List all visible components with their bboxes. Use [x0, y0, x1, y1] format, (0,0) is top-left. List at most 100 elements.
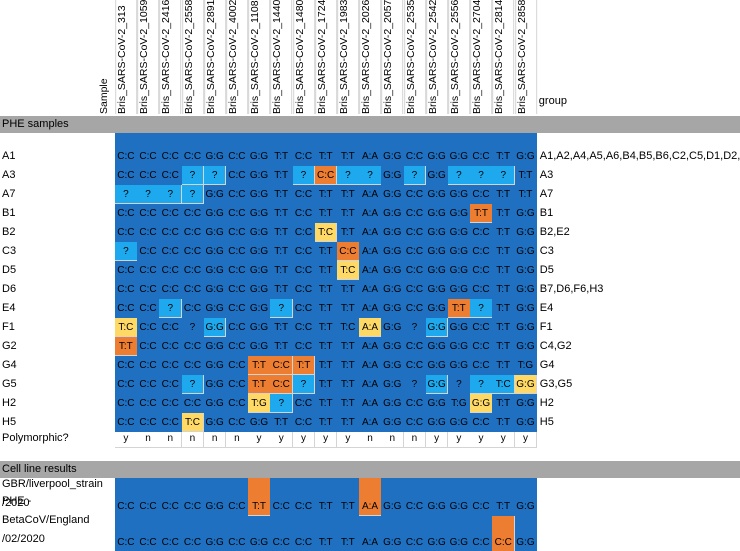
genotype-cell: G:G — [425, 204, 449, 223]
genotype-cell: G:G — [448, 413, 471, 432]
genotype-cell: G:G — [248, 413, 271, 432]
genotype-cell: G:G — [425, 280, 449, 299]
sample-label: H5 — [2, 416, 17, 428]
sample-label: H2 — [2, 397, 17, 409]
genotype-cell: T:T — [314, 242, 338, 261]
genotype-cell: T:T — [314, 133, 338, 166]
genotype-cell: C:C — [181, 516, 205, 551]
genotype-cell: C:C — [403, 394, 427, 413]
genotype-cell: C:C — [226, 356, 249, 375]
header-site: Bris_SARS-CoV-2_14408 — [270, 0, 293, 114]
genotype-cell: y — [492, 432, 516, 448]
genotype-cell: C:C — [159, 204, 183, 223]
genotype-cell: C:C — [403, 223, 427, 242]
genotype-cell: T:T — [314, 280, 338, 299]
genotype-cell: ? — [159, 185, 183, 204]
genotype-cell: T:T — [270, 337, 294, 356]
genotype-cell: G:G — [514, 204, 538, 223]
section-title: Cell line results — [0, 461, 740, 478]
genotype-cell: n — [159, 432, 183, 448]
genotype-cell: G:G — [514, 242, 538, 261]
header-site: Bris_SARS-CoV-2_27046 — [470, 0, 493, 114]
genotype-cell: T:T — [314, 394, 338, 413]
genotype-cell: C:C — [403, 204, 427, 223]
genotype-cell: C:C — [115, 356, 138, 375]
genotype-cell: G:G — [248, 516, 271, 551]
genotype-cell: G:G — [203, 413, 227, 432]
genotype-cell: T:T — [270, 242, 294, 261]
genotype-cell: C:C — [137, 166, 160, 185]
genotype-cell: C:C — [292, 318, 316, 337]
genotype-cell: G:G — [425, 261, 449, 280]
genotype-cell: G:G — [381, 204, 405, 223]
genotype-cell: T:T — [314, 204, 338, 223]
genotype-cell: C:C — [181, 478, 205, 516]
genotype-cell: C:C — [292, 242, 316, 261]
genotype-cell: C:C — [470, 185, 493, 204]
genotype-cell: C:C — [137, 337, 160, 356]
genotype-cell: G:G — [470, 394, 493, 413]
genotype-cell: C:C — [159, 242, 183, 261]
genotype-cell: G:G — [425, 318, 449, 337]
genotype-cell: T:T — [492, 223, 516, 242]
sample-label: Polymorphic? — [2, 432, 69, 444]
genotype-cell: T:C — [115, 318, 138, 337]
genotype-cell: ? — [359, 166, 382, 185]
group-label: C4,G2 — [539, 340, 572, 352]
genotype-cell: C:C — [403, 478, 427, 516]
genotype-cell: A:A — [359, 204, 382, 223]
genotype-cell: G:G — [425, 242, 449, 261]
group-label: G4 — [539, 359, 555, 371]
genotype-cell: C:C — [226, 261, 249, 280]
genotype-cell: C:C — [270, 478, 294, 516]
genotype-cell: T:T — [492, 185, 516, 204]
genotype-cell: n — [226, 432, 249, 448]
genotype-cell: T:T — [337, 413, 360, 432]
genotype-cell: C:C — [181, 337, 205, 356]
group-label: D5 — [539, 264, 554, 276]
genotype-cell: G:G — [514, 261, 538, 280]
genotype-cell: T:T — [448, 299, 471, 318]
genotype-cell: C:C — [403, 516, 427, 551]
genotype-cell: G:G — [381, 394, 405, 413]
genotype-cell: T:T — [270, 204, 294, 223]
genotype-cell: n — [203, 432, 227, 448]
genotype-cell: C:C — [403, 185, 427, 204]
genotype-cell: C:C — [159, 223, 183, 242]
genotype-cell: ? — [403, 166, 427, 185]
header-site: Bris_SARS-CoV-2_28144 — [492, 0, 515, 114]
genotype-cell: G:G — [425, 337, 449, 356]
genotype-cell: C:C — [226, 133, 249, 166]
sample-label: D6 — [2, 283, 17, 295]
genotype-cell: n — [181, 432, 205, 448]
genotype-cell: T:T — [248, 375, 271, 394]
genotype-cell: T:T — [270, 318, 294, 337]
genotype-cell: C:C — [403, 280, 427, 299]
genotype-cell: C:C — [137, 394, 160, 413]
genotype-cell: G:G — [448, 318, 471, 337]
header-site: Bris_SARS-CoV-2_11083 — [248, 0, 271, 114]
genotype-cell: G:G — [448, 280, 471, 299]
genotype-cell: G:G — [248, 242, 271, 261]
genotype-cell: G:G — [381, 166, 405, 185]
sample-label: D5 — [2, 264, 17, 276]
genotype-cell: ? — [403, 375, 427, 394]
genotype-cell: G:G — [248, 223, 271, 242]
genotype-cell: C:C — [115, 375, 138, 394]
genotype-cell: C:C — [226, 185, 249, 204]
genotype-cell: C:C — [181, 394, 205, 413]
genotype-cell: n — [403, 432, 427, 448]
genotype-cell: A:A — [359, 299, 382, 318]
sample-label: G4 — [2, 359, 17, 371]
genotype-cell: G:G — [381, 516, 405, 551]
genotype-cell: C:C — [159, 261, 183, 280]
group-label: H2 — [539, 397, 554, 409]
header-site: Bris_SARS-CoV-2_14805 — [292, 0, 315, 114]
genotype-cell: y — [292, 432, 316, 448]
header-site: Bris_SARS-CoV-2_25429 — [425, 0, 448, 114]
genotype-cell: ? — [270, 394, 294, 413]
genotype-cell: T:T — [248, 478, 271, 516]
genotype-cell: C:C — [292, 185, 316, 204]
genotype-cell: G:G — [448, 133, 471, 166]
genotype-cell: A:A — [359, 375, 382, 394]
